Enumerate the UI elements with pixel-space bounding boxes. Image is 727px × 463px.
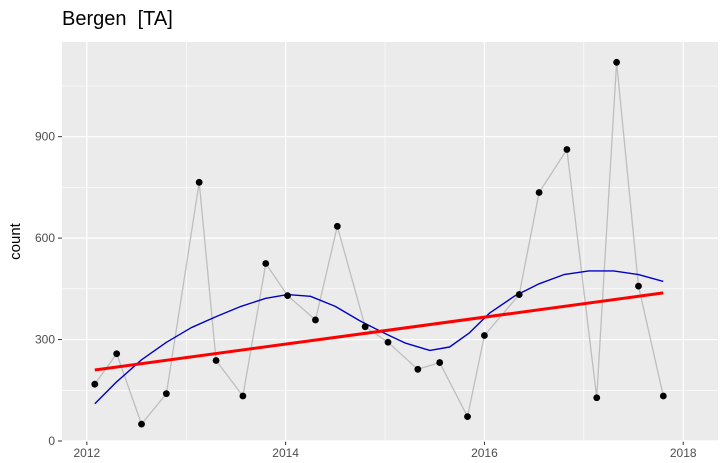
data-point: [162, 390, 170, 398]
data-point: [464, 413, 471, 421]
data-point: [138, 420, 145, 428]
trend-line: [94, 291, 664, 372]
panel-background: [62, 42, 718, 441]
chart-title: Bergen [TA]: [62, 8, 173, 30]
data-point: [361, 323, 369, 331]
data-point: [113, 350, 121, 358]
data-point: [384, 338, 392, 346]
x-tick-label: 2012: [73, 446, 100, 460]
data-point: [312, 316, 319, 324]
data-point: [481, 332, 488, 339]
data-point: [436, 359, 444, 366]
y-tick-label: 600: [35, 231, 55, 245]
data-point: [613, 58, 621, 66]
data-point: [414, 365, 422, 373]
data-point: [659, 392, 667, 400]
data-point: [333, 222, 341, 230]
smooth-curve: [94, 270, 664, 405]
data-point: [563, 146, 571, 153]
y-axis-title: count: [7, 222, 24, 260]
data-point: [535, 189, 543, 196]
x-tick-label: 2018: [670, 446, 697, 460]
x-tick-label: 2016: [471, 446, 498, 460]
data-point: [195, 178, 203, 186]
data-point: [284, 292, 292, 300]
data-point: [635, 282, 642, 290]
data-point: [91, 380, 99, 388]
data-point: [593, 394, 601, 402]
y-tick-label: 300: [35, 333, 55, 347]
data-point: [515, 291, 523, 298]
y-tick-label: 900: [35, 130, 55, 144]
x-tick-label: 2014: [272, 446, 299, 460]
y-tick-label: 0: [48, 434, 55, 448]
data-point: [212, 357, 220, 364]
data-point: [239, 392, 247, 400]
data-point: [262, 260, 270, 267]
observed-line: [94, 62, 664, 426]
